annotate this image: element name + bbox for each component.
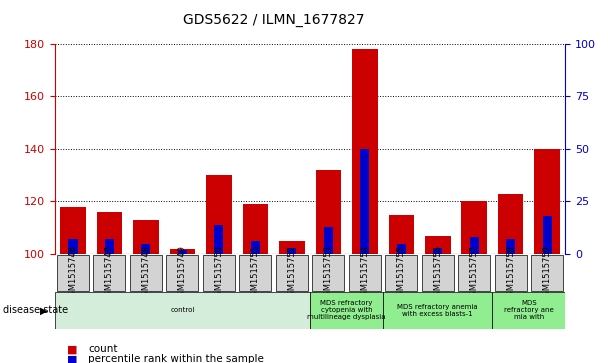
FancyBboxPatch shape [130,255,162,291]
FancyBboxPatch shape [276,255,308,291]
Text: GSM1515754: GSM1515754 [361,245,369,301]
Bar [360,149,369,254]
Text: GSM1515746: GSM1515746 [69,245,77,301]
Text: GSM1515753: GSM1515753 [324,245,333,301]
Text: MDS refractory anemia
with excess blasts-1: MDS refractory anemia with excess blasts… [398,304,478,317]
Text: GSM1515751: GSM1515751 [251,245,260,301]
Bar [425,236,451,254]
Text: GSM1515749: GSM1515749 [178,245,187,301]
Bar [396,244,406,254]
FancyBboxPatch shape [55,292,310,329]
Bar [60,207,86,254]
Bar [133,220,159,254]
FancyBboxPatch shape [349,255,381,291]
FancyBboxPatch shape [383,292,492,329]
FancyBboxPatch shape [57,255,89,291]
Text: ■: ■ [67,354,77,363]
FancyBboxPatch shape [531,255,563,291]
Bar [214,225,223,254]
Text: ▶: ▶ [40,305,47,315]
Bar [316,170,341,254]
Bar [498,193,523,254]
Text: GSM1515756: GSM1515756 [434,245,442,301]
Text: GSM1515755: GSM1515755 [397,245,406,301]
Text: GSM1515750: GSM1515750 [215,245,223,301]
Bar [279,241,305,254]
Bar [170,249,195,254]
FancyBboxPatch shape [492,292,565,329]
Text: ■: ■ [67,344,77,354]
Text: count: count [88,344,118,354]
FancyBboxPatch shape [167,255,198,291]
Text: control: control [170,307,195,313]
FancyBboxPatch shape [422,255,454,291]
Bar [105,239,114,254]
Bar [141,244,150,254]
FancyBboxPatch shape [313,255,344,291]
Bar [243,204,268,254]
Text: GDS5622 / ILMN_1677827: GDS5622 / ILMN_1677827 [183,13,364,27]
Bar [68,239,77,254]
FancyBboxPatch shape [240,255,271,291]
Text: GSM1515758: GSM1515758 [506,245,515,301]
Bar [534,149,560,254]
Bar [389,215,414,254]
Bar [287,248,296,254]
Bar [352,49,378,254]
FancyBboxPatch shape [385,255,417,291]
Bar [97,212,122,254]
Text: GSM1515752: GSM1515752 [288,245,296,301]
FancyBboxPatch shape [495,255,527,291]
Text: percentile rank within the sample: percentile rank within the sample [88,354,264,363]
FancyBboxPatch shape [310,292,383,329]
Bar [469,237,478,254]
Bar [542,216,551,254]
Text: GSM1515747: GSM1515747 [105,245,114,301]
FancyBboxPatch shape [458,255,490,291]
Text: MDS
refractory ane
mia with: MDS refractory ane mia with [504,300,554,321]
Text: MDS refractory
cytopenia with
multilineage dysplasia: MDS refractory cytopenia with multilinea… [307,300,386,321]
Bar [178,250,187,254]
FancyBboxPatch shape [203,255,235,291]
Text: GSM1515759: GSM1515759 [543,245,551,301]
Bar [433,248,442,254]
Bar [461,201,487,254]
Bar [323,227,333,254]
Text: GSM1515748: GSM1515748 [142,245,150,301]
FancyBboxPatch shape [94,255,125,291]
Bar [250,241,260,254]
Bar [206,175,232,254]
Text: GSM1515757: GSM1515757 [470,245,478,301]
Text: disease state: disease state [3,305,68,315]
Bar [506,239,515,254]
